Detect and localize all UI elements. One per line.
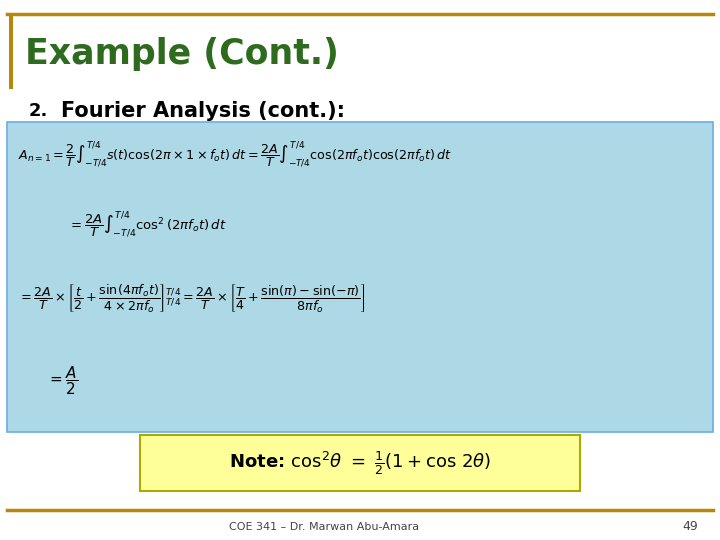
Text: Fourier Analysis (cont.):: Fourier Analysis (cont.):: [61, 100, 345, 121]
Text: Note: $\cos^2\!\theta\ =\ \frac{1}{2}(1 + \cos\,2\theta)$: Note: $\cos^2\!\theta\ =\ \frac{1}{2}(1 …: [229, 449, 491, 477]
Text: $A_{n=1} = \dfrac{2}{T}\int_{-T/4}^{T/4} s(t)\cos(2\pi \times 1 \times f_o t)\,d: $A_{n=1} = \dfrac{2}{T}\int_{-T/4}^{T/4}…: [18, 139, 452, 168]
FancyBboxPatch shape: [9, 16, 13, 89]
Text: Example (Cont.): Example (Cont.): [25, 37, 339, 71]
FancyBboxPatch shape: [140, 435, 580, 491]
Text: 49: 49: [683, 520, 698, 533]
Text: $= \dfrac{2A}{T} \times \left[\dfrac{t}{2} + \dfrac{\sin(4\pi f_o t)}{4 \times 2: $= \dfrac{2A}{T} \times \left[\dfrac{t}{…: [18, 282, 365, 315]
Text: 2.: 2.: [29, 102, 48, 120]
Text: COE 341 – Dr. Marwan Abu-Amara: COE 341 – Dr. Marwan Abu-Amara: [229, 522, 419, 531]
Text: $= \dfrac{2A}{T}\int_{-T/4}^{T/4} \cos^2(2\pi f_o t)\,dt$: $= \dfrac{2A}{T}\int_{-T/4}^{T/4} \cos^2…: [68, 210, 228, 239]
Text: $= \dfrac{A}{2}$: $= \dfrac{A}{2}$: [47, 364, 78, 397]
FancyBboxPatch shape: [7, 122, 713, 432]
